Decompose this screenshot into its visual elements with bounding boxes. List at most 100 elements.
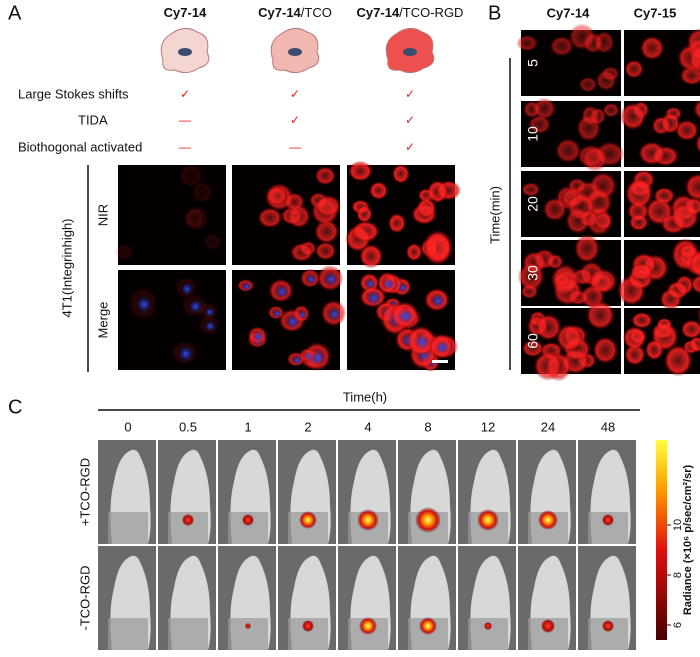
panel-label: B <box>488 2 501 24</box>
signal <box>299 511 317 529</box>
header-part: /TCO <box>301 5 332 20</box>
cell <box>602 102 620 118</box>
colorbar-label: Radiance (×10⁶ p/sec/cm²/sr) <box>682 465 694 616</box>
signal <box>182 514 194 526</box>
cell <box>522 251 547 274</box>
scale-bar <box>432 360 448 363</box>
column-header: Cy7-14/TCO <box>258 5 332 20</box>
time-label: 12 <box>481 419 495 434</box>
cell <box>356 205 373 223</box>
cell <box>203 233 222 251</box>
cell <box>387 213 406 234</box>
nucleus <box>366 290 382 306</box>
cell <box>696 305 700 324</box>
nucleus <box>272 309 282 319</box>
nucleus-icon <box>403 48 417 56</box>
feature-mark: — <box>179 140 191 154</box>
signal <box>602 514 614 526</box>
cell <box>601 66 620 82</box>
feature-mark: ✓ <box>405 140 415 154</box>
feature-mark: ✓ <box>290 113 300 127</box>
time-label: 48 <box>601 419 615 434</box>
feature-mark: ✓ <box>405 113 415 127</box>
nucleus <box>303 351 314 361</box>
header-part: Cy7-14 <box>164 5 207 20</box>
signal <box>541 619 555 633</box>
time-label: 4 <box>364 419 371 434</box>
cell <box>520 283 539 299</box>
nucleus <box>204 320 216 332</box>
cell <box>581 146 608 172</box>
cell <box>521 339 544 358</box>
nucleus <box>297 310 308 320</box>
time-label: 8 <box>424 419 431 434</box>
nucleus <box>435 340 449 355</box>
cell <box>555 323 583 352</box>
colorbar-tick-label: 6 <box>672 622 684 628</box>
feature-mark: ✓ <box>290 87 300 101</box>
cell <box>516 34 538 52</box>
cell <box>578 76 598 93</box>
cell <box>314 241 337 261</box>
cell <box>660 112 681 134</box>
nucleus <box>430 293 445 308</box>
cell <box>628 213 649 232</box>
cell <box>347 160 373 182</box>
cell <box>683 197 700 216</box>
cell <box>688 44 700 74</box>
feature-label: Large Stokes shifts <box>18 86 129 101</box>
cell <box>624 343 646 366</box>
time-label: 0.5 <box>179 419 197 434</box>
signal <box>419 617 437 635</box>
time-label: 2 <box>304 419 311 434</box>
time-label: 0 <box>124 419 131 434</box>
cell <box>422 229 453 264</box>
cell <box>629 263 653 281</box>
cell <box>257 207 283 229</box>
nucleus <box>241 281 252 292</box>
cell <box>555 138 582 164</box>
nucleus <box>413 333 431 351</box>
nucleus <box>204 306 215 318</box>
signal <box>302 620 314 632</box>
cell <box>359 244 384 269</box>
cell <box>625 178 654 210</box>
nucleus <box>177 345 194 362</box>
cell <box>405 243 423 262</box>
cell <box>554 272 571 288</box>
cell <box>688 250 700 279</box>
panel-label: A <box>8 2 22 24</box>
cell <box>314 219 340 244</box>
time-label: 30 <box>525 265 541 281</box>
cell <box>533 350 563 381</box>
nucleus <box>397 308 414 324</box>
signal <box>538 510 558 530</box>
cell-line-label: 4T1(Integrinhigh) <box>59 219 74 318</box>
cell <box>693 99 700 120</box>
cell <box>284 192 305 212</box>
cell <box>624 59 644 79</box>
cell <box>675 119 699 141</box>
cell <box>369 181 389 200</box>
mouse-base <box>108 512 148 544</box>
header-part: Cy7-14 <box>357 5 400 20</box>
group-label: -TCO-RGD <box>77 566 92 631</box>
cell <box>622 325 647 350</box>
cell <box>566 192 596 222</box>
mouse-base <box>108 618 148 650</box>
nucleus <box>291 355 303 366</box>
panel-label: C <box>8 396 22 418</box>
signal <box>477 509 499 531</box>
channel-label: Merge <box>95 302 110 339</box>
cell <box>542 197 567 222</box>
cell <box>688 336 700 353</box>
signal <box>415 507 441 533</box>
cell <box>638 141 666 166</box>
column-header: Cy7-14 <box>547 5 590 20</box>
cell <box>528 114 551 135</box>
feature-label: Biothogonal activated <box>18 139 142 154</box>
cell <box>645 339 664 361</box>
cell <box>521 182 541 197</box>
cell <box>314 166 336 186</box>
